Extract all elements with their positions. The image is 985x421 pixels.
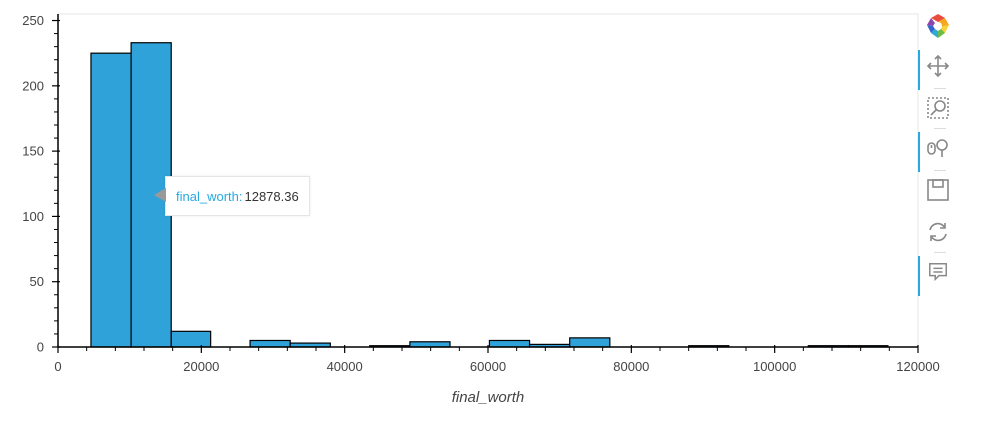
y-tick-label: 250 bbox=[22, 13, 44, 28]
histogram-bar bbox=[488, 339, 531, 348]
hover-tool-button[interactable] bbox=[918, 256, 954, 296]
x-tick-label: 100000 bbox=[753, 359, 796, 374]
reset-icon bbox=[929, 222, 947, 242]
reset-tool-button[interactable] bbox=[922, 216, 954, 248]
x-tick-label: 40000 bbox=[327, 359, 363, 374]
save-icon bbox=[927, 179, 949, 201]
tooltip-label: final_worth: bbox=[176, 188, 243, 204]
x-tick-label: 0 bbox=[54, 359, 61, 374]
x-tick-label: 60000 bbox=[470, 359, 506, 374]
box-zoom-tool-button[interactable] bbox=[922, 92, 954, 124]
x-tick-label: 20000 bbox=[183, 359, 219, 374]
plot-toolbar bbox=[916, 8, 960, 308]
wheel-zoom-icon bbox=[927, 139, 948, 157]
histogram-bar bbox=[170, 330, 212, 348]
pan-icon bbox=[926, 54, 950, 78]
hover-tooltip: final_worth: 12878.36 bbox=[154, 176, 310, 216]
hover-icon bbox=[929, 263, 947, 282]
box-zoom-icon bbox=[927, 97, 949, 119]
y-tick-label: 50 bbox=[30, 274, 44, 289]
save-tool-button[interactable] bbox=[922, 174, 954, 206]
pan-tool-button[interactable] bbox=[918, 50, 954, 90]
y-tick-label: 200 bbox=[22, 78, 44, 93]
y-tick-label: 100 bbox=[22, 209, 44, 224]
x-tick-label: 120000 bbox=[896, 359, 939, 374]
y-tick-label: 150 bbox=[22, 144, 44, 159]
x-axis-label: final_worth bbox=[452, 389, 525, 406]
histogram-bar bbox=[90, 52, 132, 348]
x-axis: 0 20000 40000 60000 80000 100000 120000 bbox=[54, 345, 940, 374]
wheel-zoom-tool-button[interactable] bbox=[918, 132, 954, 172]
y-axis: 0 50 100 150 200 250 bbox=[22, 13, 60, 355]
tooltip-value: 12878.36 bbox=[244, 188, 299, 204]
histogram-bar bbox=[569, 337, 611, 348]
y-tick-label: 0 bbox=[37, 340, 44, 355]
bokeh-logo-icon[interactable] bbox=[922, 10, 954, 42]
x-tick-label: 80000 bbox=[613, 359, 649, 374]
histogram-bar bbox=[249, 339, 291, 348]
histogram-bar bbox=[409, 341, 451, 348]
